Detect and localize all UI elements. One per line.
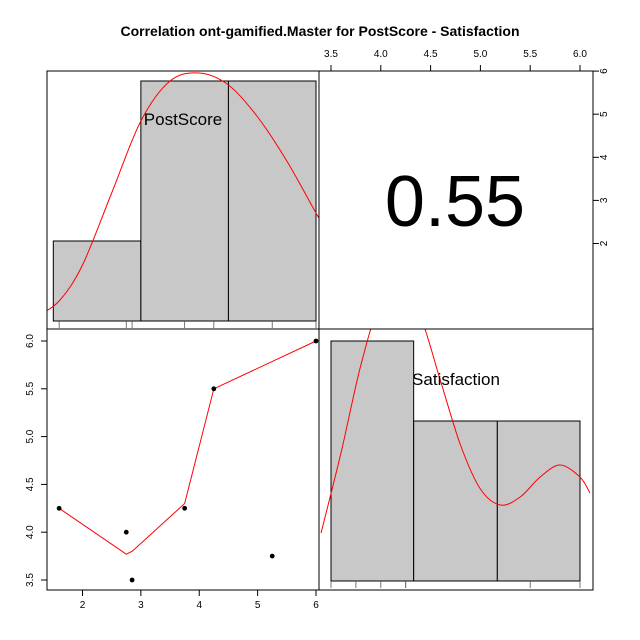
left-tick-label-3: 5.0 [25, 429, 36, 443]
scatter-point-4 [211, 386, 217, 392]
panel-correlation: 0.55 [385, 162, 525, 242]
scatter-point-6 [313, 338, 319, 344]
panel-border-bl [46, 328, 320, 591]
satisfaction-bar-2 [496, 420, 581, 582]
postscore-bar-1 [140, 80, 229, 322]
panel-satisfaction-histogram: Satisfaction [320, 329, 591, 588]
top-tick-label-4: 5.5 [523, 49, 537, 60]
panel-border-br [318, 328, 594, 591]
postscore-bar-0 [52, 240, 142, 322]
postscore-bar-2 [227, 80, 317, 322]
top-tick-label-3: 5.0 [473, 49, 487, 60]
postscore-density-curve [47, 72, 319, 312]
right-tick-label-0: 2 [599, 240, 610, 246]
bottom-tick-label-4: 6 [313, 600, 319, 611]
right-tick-label-1: 3 [599, 197, 610, 203]
right-tick-label-4: 6 [599, 68, 610, 74]
axes: 2 3 4 5 6 3.5 4.0 4.5 5.0 5.5 6.0 3.5 4.0 4.5 5.0 5.5 6.… [25, 49, 610, 611]
correlation-value: 0.55 [385, 162, 525, 242]
satisfaction-bar-1 [413, 420, 498, 582]
satisfaction-density-curve [320, 329, 591, 534]
left-tick-label-1: 4.0 [25, 525, 36, 539]
scatter-smooth-line [58, 340, 317, 555]
panel-postscore-histogram: PostScore [47, 72, 319, 328]
satisfaction-bar-0 [330, 340, 415, 582]
top-tick-label-5: 6.0 [573, 49, 587, 60]
chart-title: Correlation ont-gamified.Master for Post… [120, 23, 519, 39]
scatter-point-3 [182, 505, 188, 511]
top-tick-label-2: 4.5 [424, 49, 438, 60]
bottom-tick-label-0: 2 [80, 600, 86, 611]
left-tick-label-5: 6.0 [25, 334, 36, 348]
satisfaction-label: Satisfaction [412, 370, 500, 389]
right-tick-label-2: 4 [599, 154, 610, 160]
scatter-point-5 [269, 553, 275, 559]
postscore-label: PostScore [144, 110, 222, 129]
left-tick-label-4: 5.5 [25, 381, 36, 395]
bottom-tick-label-3: 5 [255, 600, 261, 611]
left-tick-label-0: 3.5 [25, 573, 36, 587]
scatter-point-1 [123, 529, 129, 535]
right-tick-label-3: 5 [599, 111, 610, 117]
bottom-tick-label-2: 4 [196, 600, 202, 611]
top-tick-label-0: 3.5 [324, 49, 338, 60]
left-tick-label-2: 4.5 [25, 477, 36, 491]
scatter-point-0 [56, 505, 62, 511]
panel-scatter [56, 338, 319, 583]
bottom-tick-label-1: 3 [138, 600, 144, 611]
scatter-point-2 [129, 577, 135, 583]
top-tick-label-1: 4.0 [374, 49, 388, 60]
